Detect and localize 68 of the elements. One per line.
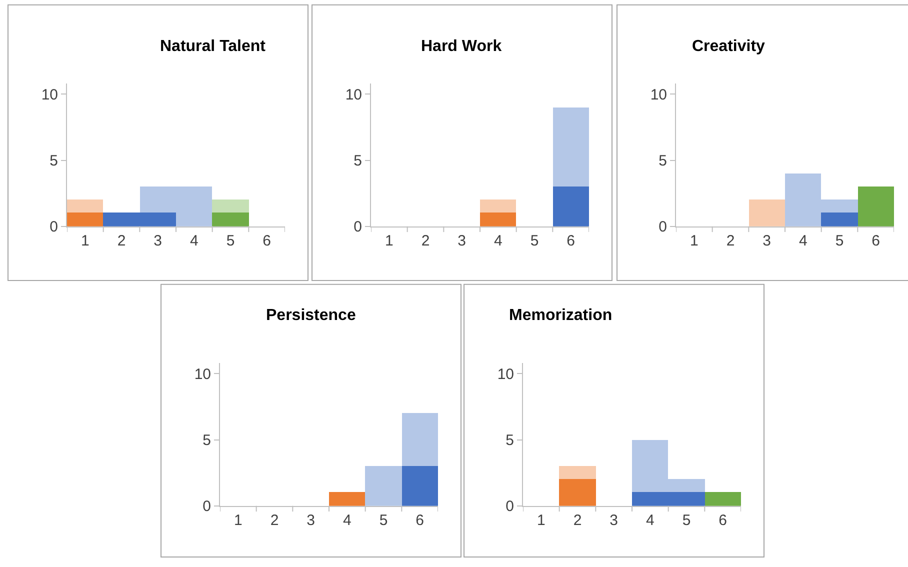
x-tick-label: 5 [682, 512, 691, 529]
y-tick-label: 5 [658, 152, 667, 170]
x-tick-label: 6 [566, 232, 575, 250]
bar [329, 492, 365, 506]
x-tick-label: 2 [270, 512, 279, 529]
bar [365, 466, 402, 506]
chart-title: Persistence [266, 307, 356, 324]
bar [67, 212, 103, 226]
x-tick-label: 3 [610, 512, 618, 529]
bar [402, 413, 438, 466]
bar [749, 200, 785, 226]
x-tick-label: 3 [154, 232, 162, 250]
y-tick-label: 10 [41, 86, 58, 104]
bar [402, 466, 438, 506]
y-tick-label: 10 [497, 366, 514, 383]
y-tick-label: 0 [354, 218, 362, 236]
x-tick-label: 3 [306, 512, 315, 529]
x-tick-label: 1 [81, 232, 90, 250]
x-tick-label: 6 [262, 232, 271, 250]
y-tick-label: 10 [345, 86, 362, 104]
x-tick-label: 2 [117, 232, 126, 250]
x-tick-label: 6 [416, 512, 424, 529]
x-tick-label: 1 [385, 232, 394, 250]
y-tick-label: 10 [194, 366, 211, 383]
chart-title: Creativity [692, 38, 766, 55]
y-tick-label: 0 [50, 218, 58, 236]
bar [705, 492, 741, 506]
x-tick-label: 5 [379, 512, 388, 529]
x-tick-label: 6 [718, 512, 727, 529]
bar [212, 212, 249, 226]
bar [553, 186, 589, 226]
x-tick-label: 4 [646, 512, 654, 529]
y-tick-label: 5 [354, 152, 362, 170]
x-tick-label: 5 [530, 232, 539, 250]
bar [480, 200, 516, 213]
chart-title: Memorization [509, 307, 612, 324]
bar [858, 186, 894, 226]
y-tick-label: 5 [50, 152, 58, 170]
x-tick-label: 4 [190, 232, 198, 250]
y-tick-label: 5 [506, 432, 514, 450]
bar [67, 200, 103, 213]
bar [559, 479, 596, 506]
bar [212, 200, 249, 213]
y-tick-label: 0 [506, 498, 514, 516]
x-tick-label: 5 [835, 232, 844, 250]
chart-title: Hard Work [421, 38, 502, 55]
chart-title: Natural Talent [160, 38, 266, 55]
x-tick-label: 2 [726, 232, 735, 250]
x-tick-label: 3 [458, 232, 466, 250]
x-tick-label: 2 [573, 512, 582, 529]
x-tick-label: 4 [799, 232, 808, 250]
x-tick-label: 6 [872, 232, 880, 250]
bar [480, 212, 516, 226]
x-tick-label: 3 [762, 232, 771, 250]
x-tick-label: 5 [226, 232, 235, 250]
y-tick-label: 10 [650, 86, 667, 104]
x-tick-label: 1 [690, 232, 698, 250]
x-tick-label: 2 [421, 232, 430, 250]
y-tick-label: 0 [202, 498, 211, 516]
x-tick-label: 4 [343, 512, 352, 529]
bar [821, 212, 858, 226]
x-tick-label: 1 [537, 512, 546, 529]
bar [559, 466, 596, 480]
y-tick-label: 5 [202, 432, 211, 450]
x-tick-label: 4 [494, 232, 502, 250]
bar [553, 108, 589, 187]
x-tick-label: 1 [234, 512, 242, 529]
y-tick-label: 0 [658, 218, 667, 236]
